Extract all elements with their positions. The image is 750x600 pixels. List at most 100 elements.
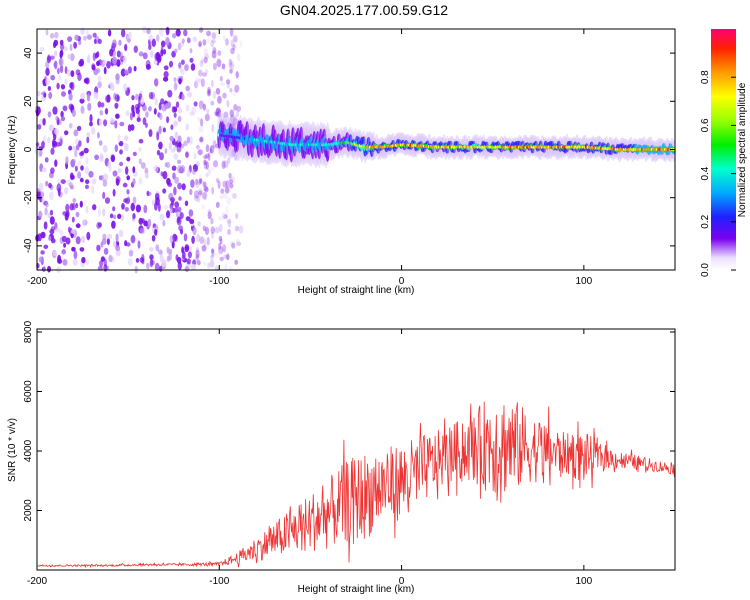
noise-point [106, 238, 110, 245]
noise-point [201, 204, 206, 210]
noise-point [195, 180, 200, 188]
noise-point [151, 235, 156, 242]
noise-point [219, 194, 224, 200]
noise-point [79, 200, 83, 208]
noise-point [236, 53, 241, 62]
noise-point [201, 192, 207, 200]
noise-point [193, 195, 199, 202]
noise-point [215, 201, 220, 208]
noise-point [73, 129, 79, 137]
noise-point [72, 198, 77, 203]
noise-point [85, 179, 90, 185]
noise-point [138, 158, 142, 165]
noise-point [177, 115, 182, 123]
noise-point [106, 61, 111, 69]
noise-point [169, 135, 174, 142]
noise-point [72, 258, 78, 266]
noise-point [76, 125, 82, 131]
noise-point [45, 29, 49, 36]
noise-point [216, 178, 219, 183]
noise-point [102, 179, 108, 187]
noise-point [156, 149, 161, 156]
x-tick-label: 0 [399, 576, 405, 587]
noise-point [198, 178, 202, 185]
noise-point [48, 92, 53, 99]
noise-point [70, 70, 75, 77]
noise-point [214, 48, 218, 54]
noise-point [188, 209, 194, 217]
noise-point [212, 47, 217, 54]
noise-point [195, 253, 200, 261]
noise-point [141, 253, 145, 262]
noise-point [161, 259, 167, 268]
noise-point [173, 82, 178, 91]
noise-point [74, 34, 79, 41]
noise-point [203, 159, 207, 166]
noise-point [121, 29, 126, 38]
noise-point [203, 160, 208, 170]
noise-point [67, 226, 71, 233]
noise-point [219, 75, 223, 82]
spectrogram-x-ticks: -200 -100 0 100 [27, 29, 593, 287]
noise-point [178, 225, 184, 232]
noise-point [63, 187, 69, 195]
noise-point [222, 193, 228, 199]
noise-point [49, 191, 54, 201]
noise-point [214, 252, 220, 258]
noise-point [198, 174, 202, 182]
noise-point [44, 207, 48, 216]
noise-point [119, 161, 124, 167]
noise-point [149, 258, 154, 268]
noise-point [223, 111, 229, 119]
noise-point [86, 34, 92, 40]
noise-point [131, 104, 135, 113]
noise-point [109, 48, 114, 57]
noise-point [143, 204, 148, 214]
noise-point [38, 118, 44, 126]
noise-point [189, 218, 195, 224]
noise-point [96, 244, 101, 252]
noise-point [71, 109, 76, 117]
noise-point [50, 167, 55, 174]
noise-point [63, 242, 67, 248]
noise-point [194, 80, 199, 89]
noise-point [203, 242, 209, 251]
y-tick-label: -20 [23, 190, 34, 205]
noise-point [95, 68, 101, 74]
noise-point [121, 203, 125, 210]
noise-point [75, 144, 80, 151]
noise-point [52, 106, 58, 115]
noise-point [221, 63, 226, 70]
noise-point [185, 216, 191, 222]
noise-point [45, 77, 50, 86]
noise-point [154, 228, 158, 236]
noise-point [42, 266, 46, 273]
noise-point [189, 136, 193, 145]
noise-point [93, 38, 97, 45]
noise-point [209, 145, 215, 154]
noise-point [49, 216, 55, 225]
noise-point [178, 196, 182, 201]
noise-point [126, 242, 131, 247]
noise-point [197, 116, 201, 122]
noise-point [112, 206, 116, 212]
noise-point [203, 238, 207, 247]
noise-point [45, 180, 49, 187]
noise-point [166, 246, 170, 254]
noise-point [115, 73, 120, 81]
noise-point [166, 116, 170, 124]
noise-point [80, 105, 85, 114]
noise-point [210, 100, 215, 106]
noise-point [204, 113, 210, 122]
noise-point [35, 142, 40, 147]
noise-point [206, 90, 212, 97]
noise-point [156, 34, 160, 42]
noise-point [170, 124, 174, 130]
noise-point [91, 64, 96, 71]
noise-point [217, 180, 221, 190]
noise-point [174, 201, 180, 208]
noise-point [138, 217, 144, 225]
noise-point [235, 225, 239, 232]
noise-point [112, 170, 118, 177]
noise-point [103, 258, 107, 267]
